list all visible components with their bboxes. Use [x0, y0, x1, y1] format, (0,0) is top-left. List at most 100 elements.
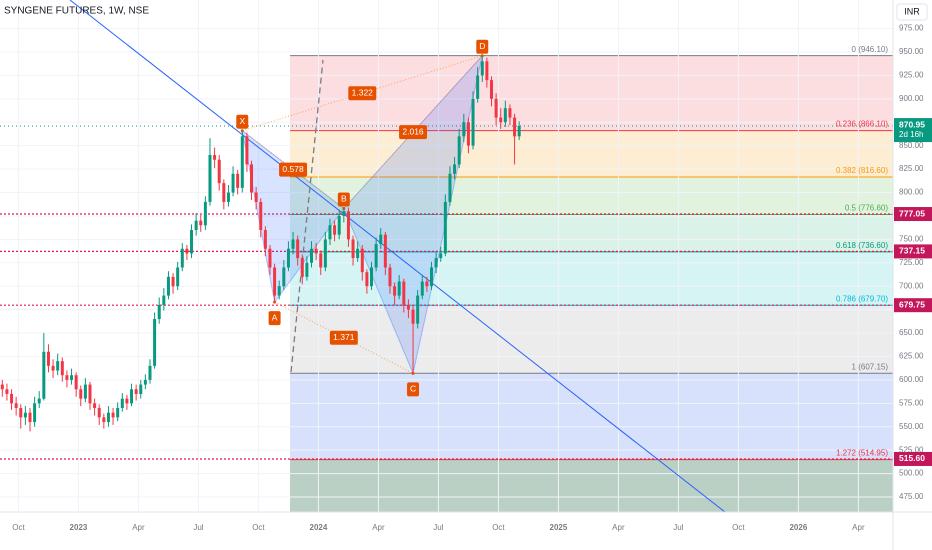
fib-band	[290, 459, 893, 512]
candle-body	[56, 361, 60, 371]
x-tick-label: Jul	[433, 523, 443, 532]
candle-body	[240, 136, 244, 188]
ratio-box	[399, 125, 428, 140]
countdown: 2d 16h	[899, 130, 923, 139]
candle-body	[46, 351, 50, 366]
candle-body	[153, 319, 157, 366]
price-tag-label: 679.75	[899, 299, 925, 309]
candle-body	[250, 164, 254, 193]
last-price-tag	[894, 118, 932, 143]
candle-body	[480, 61, 484, 76]
candle-body	[226, 192, 230, 202]
candle-body	[143, 379, 147, 385]
candle-body	[277, 286, 281, 296]
x-tick-label: 2026	[789, 523, 807, 532]
candle-body	[5, 389, 9, 394]
price-tag	[894, 207, 932, 222]
currency-box[interactable]	[896, 3, 928, 21]
candle-body	[217, 159, 221, 184]
fib-label: 0.382 (816.60)	[836, 166, 888, 175]
x-tick-label: Apr	[852, 523, 865, 532]
candle-body	[111, 412, 115, 418]
ratio-box	[279, 162, 308, 177]
candle-body	[416, 295, 420, 324]
point-label: C	[410, 384, 416, 394]
candle-body	[485, 61, 489, 81]
ratio-box	[348, 86, 377, 101]
candle-body	[236, 173, 240, 188]
ratio-line	[343, 55, 483, 209]
candle-body	[513, 117, 517, 137]
candle-body	[388, 267, 392, 287]
candle-body	[411, 309, 415, 324]
y-tick-label: 550.00	[899, 422, 924, 431]
candle-body	[0, 384, 4, 390]
candle-body	[462, 122, 466, 137]
candle-body	[453, 164, 457, 174]
fib-band	[290, 214, 893, 252]
candle-body	[393, 286, 397, 296]
candle-body	[351, 239, 355, 259]
candle-body	[476, 75, 480, 99]
candle-body	[130, 389, 134, 404]
x-tick-label: Oct	[492, 523, 505, 532]
fib-label: 1 (607.15)	[852, 362, 889, 371]
chart-title: SYNGENE FUTURES, 1W, NSE	[4, 6, 149, 17]
candle-body	[360, 248, 364, 273]
point-box	[268, 311, 281, 326]
candle-body	[383, 234, 387, 268]
x-tick-label: Oct	[252, 523, 265, 532]
candle-body	[10, 393, 14, 404]
price-tag-label: 515.60	[899, 453, 925, 463]
candle-body	[314, 248, 318, 254]
fib-label: 1.272 (514.95)	[836, 449, 888, 458]
y-tick-label: 525.00	[899, 445, 924, 454]
y-tick-label: 975.00	[899, 24, 924, 33]
candle-body	[499, 117, 503, 123]
candle-body	[166, 276, 170, 296]
candle-body	[116, 408, 120, 418]
candle-body	[60, 361, 64, 376]
candle-body	[337, 215, 341, 235]
ratio-label: 0.578	[282, 164, 304, 174]
ratio-box	[329, 330, 358, 345]
candle-body	[208, 155, 212, 202]
fib-band	[290, 305, 893, 374]
x-tick-label: 2025	[550, 523, 568, 532]
candle-body	[259, 201, 263, 231]
candle-body	[328, 225, 332, 240]
price-tag-label: 777.05	[899, 208, 925, 218]
x-tick-label: 2023	[70, 523, 88, 532]
candle-body	[323, 239, 327, 268]
candle-body	[346, 211, 350, 240]
candle-body	[162, 295, 166, 305]
y-tick-label: 625.00	[899, 352, 924, 361]
candle-body	[402, 281, 406, 305]
candle-body	[466, 122, 470, 146]
point-label: D	[479, 41, 485, 51]
candle-body	[489, 80, 493, 99]
price-tag-label: 737.15	[899, 246, 925, 256]
x-tick-label: Apr	[372, 523, 385, 532]
currency[interactable]: INR	[904, 6, 920, 16]
price-tag	[894, 298, 932, 313]
candles	[0, 55, 521, 432]
candle-body	[425, 281, 429, 287]
candle-body	[185, 248, 189, 254]
candle-body	[379, 234, 383, 245]
fib-band	[290, 176, 893, 215]
candle-body	[397, 281, 401, 296]
grid	[0, 0, 893, 512]
candle-body	[190, 230, 194, 254]
candle-body	[176, 267, 180, 287]
x-tick-label: Apr	[612, 523, 625, 532]
candle-body	[291, 239, 295, 249]
candle-body	[457, 136, 461, 165]
candle-body	[88, 384, 92, 404]
candle-body	[374, 244, 378, 268]
candle-body	[23, 412, 27, 418]
ratio-label: 1.322	[352, 87, 374, 97]
point-label: A	[272, 312, 278, 322]
candle-body	[83, 384, 87, 399]
